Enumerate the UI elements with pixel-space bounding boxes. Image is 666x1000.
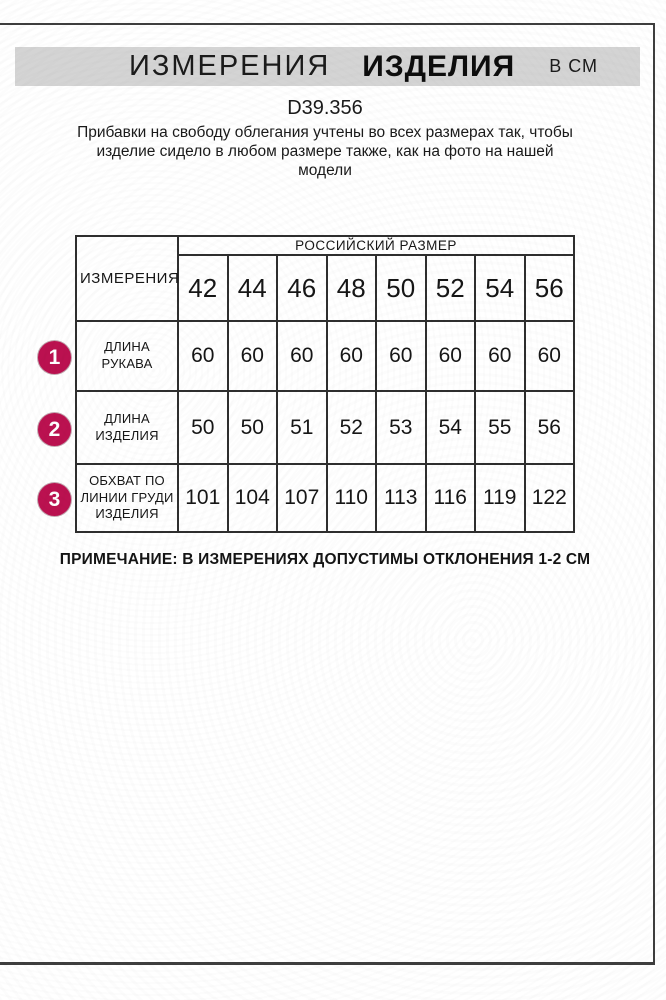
value-cell: 54 bbox=[424, 390, 476, 465]
value-cell: 55 bbox=[474, 390, 526, 465]
description: Прибавки на свободу облегания учтены во … bbox=[0, 123, 650, 180]
value-cell: 60 bbox=[276, 320, 328, 392]
note-text: ПРИМЕЧАНИЕ: В ИЗМЕРЕНИЯХ ДОПУСТИМЫ ОТКЛО… bbox=[59, 551, 591, 568]
value-cell: 51 bbox=[276, 390, 328, 465]
value-cell: 60 bbox=[226, 320, 278, 392]
value-cell: 53 bbox=[375, 390, 427, 465]
table-group-header: РОССИЙСКИЙ РАЗМЕР bbox=[177, 235, 575, 256]
description-line: Прибавки на свободу облегания учтены во … bbox=[77, 124, 573, 141]
size-header-cell: 50 bbox=[375, 254, 427, 322]
value-cell: 119 bbox=[474, 463, 526, 533]
size-header-cell: 46 bbox=[276, 254, 328, 322]
size-header-cell: 42 bbox=[177, 254, 229, 322]
measurements-table: ИЗМЕРЕНИЯ РОССИЙСКИЙ РАЗМЕР 42 44 46 48 … bbox=[75, 235, 575, 533]
value-cell: 104 bbox=[226, 463, 278, 533]
title-measurements: ИЗМЕРЕНИЯ bbox=[128, 50, 331, 82]
article-code: D39.356 bbox=[287, 97, 363, 119]
description-line: модели bbox=[298, 162, 352, 179]
size-header-cell: 56 bbox=[523, 254, 575, 322]
row-number-badge-1: 1 bbox=[38, 341, 71, 374]
value-cell: 60 bbox=[474, 320, 526, 392]
value-cell: 60 bbox=[424, 320, 476, 392]
value-cell: 122 bbox=[523, 463, 575, 533]
size-header-cell: 54 bbox=[474, 254, 526, 322]
measurement-label-cell: ОБХВАТ ПО ЛИНИИ ГРУДИ ИЗДЕЛИЯ bbox=[75, 463, 179, 533]
size-header-cell: 52 bbox=[424, 254, 476, 322]
value-cell: 110 bbox=[325, 463, 377, 533]
measurement-label-cell: ДЛИНА РУКАВА bbox=[75, 320, 179, 392]
value-cell: 60 bbox=[375, 320, 427, 392]
value-cell: 60 bbox=[523, 320, 575, 392]
value-cell: 101 bbox=[177, 463, 229, 533]
row-number-badge-2: 2 bbox=[38, 413, 71, 446]
row-number-badge-3: 3 bbox=[38, 483, 71, 516]
description-line: изделие сидело в любом размере также, ка… bbox=[96, 143, 554, 160]
value-cell: 107 bbox=[276, 463, 328, 533]
size-header-cell: 44 bbox=[226, 254, 278, 322]
value-cell: 50 bbox=[226, 390, 278, 465]
value-cell: 60 bbox=[177, 320, 229, 392]
size-header-cell: 48 bbox=[325, 254, 377, 322]
value-cell: 56 bbox=[523, 390, 575, 465]
title-product: ИЗДЕЛИЯ bbox=[362, 49, 516, 83]
title-units: В СМ bbox=[549, 56, 598, 76]
measurement-label-cell: ДЛИНА ИЗДЕЛИЯ bbox=[75, 390, 179, 465]
value-cell: 52 bbox=[325, 390, 377, 465]
table-row: ДЛИНА РУКАВА 60 60 60 60 60 60 60 60 bbox=[75, 320, 575, 392]
table-corner-header: ИЗМЕРЕНИЯ bbox=[75, 235, 179, 322]
value-cell: 116 bbox=[424, 463, 476, 533]
table-row: ОБХВАТ ПО ЛИНИИ ГРУДИ ИЗДЕЛИЯ 101 104 10… bbox=[75, 463, 575, 533]
value-cell: 60 bbox=[325, 320, 377, 392]
value-cell: 113 bbox=[375, 463, 427, 533]
value-cell: 50 bbox=[177, 390, 229, 465]
table-row: ДЛИНА ИЗДЕЛИЯ 50 50 51 52 53 54 55 56 bbox=[75, 390, 575, 465]
title-bar: ИЗМЕРЕНИЯ ИЗДЕЛИЯ В СМ bbox=[15, 47, 640, 86]
